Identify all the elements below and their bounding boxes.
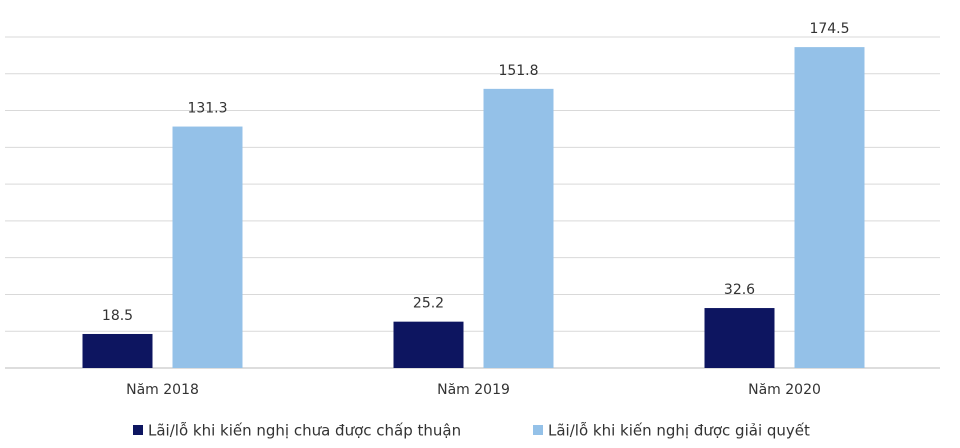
x-tick-label: Năm 2020 <box>748 382 821 398</box>
bar <box>393 321 464 368</box>
data-label: 131.3 <box>187 101 227 117</box>
bar <box>483 88 554 369</box>
x-tick-label: Năm 2018 <box>126 382 199 398</box>
bar <box>704 308 775 368</box>
legend-label: Lãi/lỗ khi kiến nghị chưa được chấp thuậ… <box>148 422 461 440</box>
legend-label: Lãi/lỗ khi kiến nghị được giải quyết <box>548 422 810 440</box>
data-label: 32.6 <box>724 282 755 298</box>
bar <box>172 126 243 368</box>
data-label: 25.2 <box>413 296 444 312</box>
bar <box>82 333 153 368</box>
legend-swatch <box>133 425 143 435</box>
legend-swatch <box>533 425 543 435</box>
data-label: 174.5 <box>809 21 849 37</box>
data-label: 18.5 <box>102 308 133 324</box>
bar <box>794 47 865 368</box>
x-tick-label: Năm 2019 <box>437 382 510 398</box>
data-label: 151.8 <box>498 63 538 79</box>
legend: Lãi/lỗ khi kiến nghị chưa được chấp thuậ… <box>133 422 810 440</box>
